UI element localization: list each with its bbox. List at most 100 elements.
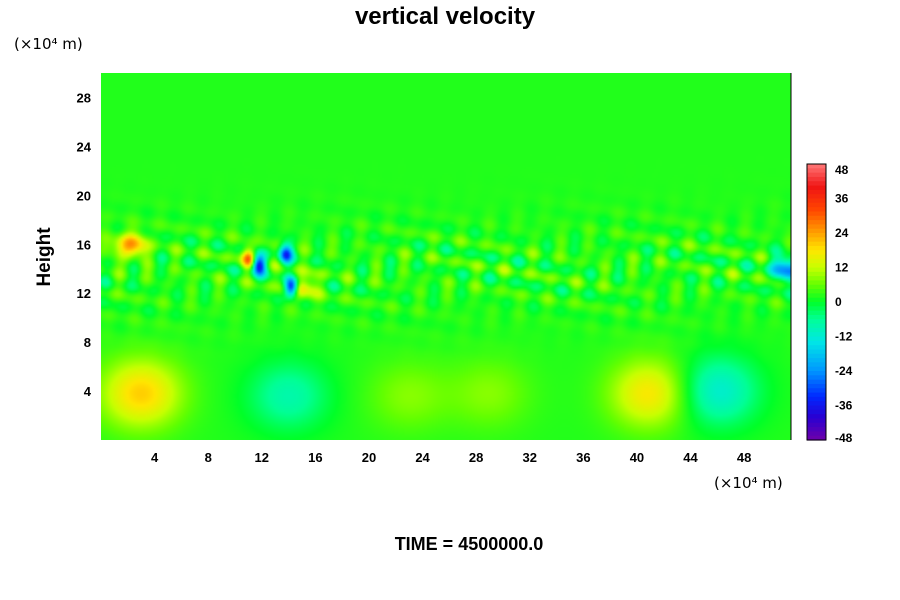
colorbar-tick-label: 12 <box>835 261 849 275</box>
colorbar-segment <box>807 327 826 333</box>
x-tick-label: 24 <box>415 450 430 465</box>
colorbar-segment <box>807 336 826 342</box>
colorbar-segment <box>807 172 826 178</box>
colorbar-segment <box>807 263 826 269</box>
colorbar-segment <box>807 207 826 213</box>
colorbar-segment <box>807 401 826 407</box>
y-axis-label: Height <box>34 227 55 287</box>
colorbar-segment <box>807 250 826 256</box>
colorbar: 48 36 24 12 0 -12 -24 -36 -48 <box>806 163 853 445</box>
colorbar-segment <box>807 362 826 368</box>
colorbar-segment <box>807 254 826 260</box>
colorbar-segment <box>807 185 826 191</box>
x-tick-label: 32 <box>523 450 537 465</box>
colorbar-segment <box>807 233 826 238</box>
colorbar-segment <box>807 332 826 338</box>
colorbar-segment <box>807 280 826 286</box>
colorbar-segment <box>807 241 826 247</box>
x-tick-label: 8 <box>205 450 212 465</box>
colorbar-tick-label: 36 <box>835 192 849 206</box>
colorbar-segment <box>807 319 826 325</box>
colorbar-segment <box>807 375 826 381</box>
colorbar-segment <box>807 314 826 320</box>
y-tick-label: 4 <box>84 384 92 399</box>
colorbar-segment <box>807 383 826 389</box>
colorbar-segment <box>807 379 826 385</box>
colorbar-segment <box>807 220 826 225</box>
colorbar-segment <box>807 431 826 437</box>
colorbar-segment <box>807 435 826 441</box>
colorbar-segment <box>807 396 826 402</box>
colorbar-segment <box>807 237 826 243</box>
colorbar-segment <box>807 289 826 294</box>
colorbar-segment <box>807 176 826 182</box>
y-unit-label: (×10⁴ m) <box>14 35 83 53</box>
colorbar-segment <box>807 310 826 316</box>
colorbar-segment <box>807 345 826 351</box>
colorbar-segment <box>807 371 826 376</box>
x-tick-label: 36 <box>576 450 590 465</box>
colorbar-segment <box>807 306 826 312</box>
colorbar-segment <box>807 366 826 372</box>
colorbar-segment <box>807 414 826 420</box>
velocity-field <box>101 73 791 440</box>
x-tick-label: 28 <box>469 450 483 465</box>
x-tick-label: 4 <box>151 450 159 465</box>
y-tick-label: 16 <box>77 237 91 252</box>
colorbar-segment <box>807 409 826 415</box>
colorbar-segment <box>807 276 826 282</box>
x-tick-label: 44 <box>683 450 698 465</box>
colorbar-segment <box>807 340 826 346</box>
colorbar-segment <box>807 427 826 432</box>
colorbar-segment <box>807 258 826 264</box>
y-tick-label: 8 <box>84 335 91 350</box>
x-tick-label: 12 <box>255 450 269 465</box>
colorbar-segment <box>807 198 826 204</box>
x-axis-ticks: 4 8 12 16 20 24 28 32 36 40 44 48 <box>151 450 751 465</box>
colorbar-segment <box>807 211 826 217</box>
colorbar-segment <box>807 181 826 187</box>
colorbar-tick-label: -36 <box>835 399 853 413</box>
time-label: TIME = 4500000.0 <box>395 534 544 554</box>
colorbar-tick-label: 48 <box>835 163 849 177</box>
x-tick-label: 40 <box>630 450 644 465</box>
x-tick-label: 20 <box>362 450 376 465</box>
colorbar-segment <box>807 323 826 329</box>
x-tick-label: 16 <box>308 450 322 465</box>
colorbar-segment <box>807 228 826 234</box>
colorbar-segment <box>807 297 826 303</box>
colorbar-segment <box>807 284 826 290</box>
colorbar-segment <box>807 215 826 221</box>
colorbar-segment <box>807 202 826 208</box>
colorbar-segment <box>807 349 826 355</box>
colorbar-tick-label: -24 <box>835 364 853 378</box>
y-tick-label: 28 <box>77 90 91 105</box>
colorbar-segment <box>807 267 826 273</box>
colorbar-frame <box>806 163 827 441</box>
colorbar-segment <box>807 271 826 277</box>
colorbar-tick-label: -48 <box>835 431 853 445</box>
chart-title: vertical velocity <box>355 3 536 30</box>
colorbar-segment <box>807 422 826 428</box>
colorbar-segment <box>807 302 826 307</box>
x-tick-label: 48 <box>737 450 751 465</box>
plot-area <box>101 73 792 440</box>
colorbar-segment <box>807 164 826 169</box>
colorbar-tick-label: 24 <box>835 226 849 240</box>
colorbar-tick-label: -12 <box>835 330 853 344</box>
colorbar-segment <box>807 392 826 398</box>
colorbar-segment <box>807 245 826 251</box>
colorbar-segment <box>807 418 826 424</box>
x-unit-label: (×10⁴ m) <box>714 474 783 492</box>
colorbar-segment <box>807 358 826 363</box>
colorbar-segment <box>807 224 826 230</box>
colorbar-segment <box>807 353 826 359</box>
colorbar-segment <box>807 293 826 299</box>
colorbar-segment <box>807 405 826 411</box>
y-axis-ticks: 4 8 12 16 20 24 28 <box>77 90 92 399</box>
colorbar-segment <box>807 388 826 394</box>
y-tick-label: 24 <box>77 139 92 154</box>
y-tick-label: 12 <box>77 286 91 301</box>
colorbar-segment <box>807 189 826 195</box>
